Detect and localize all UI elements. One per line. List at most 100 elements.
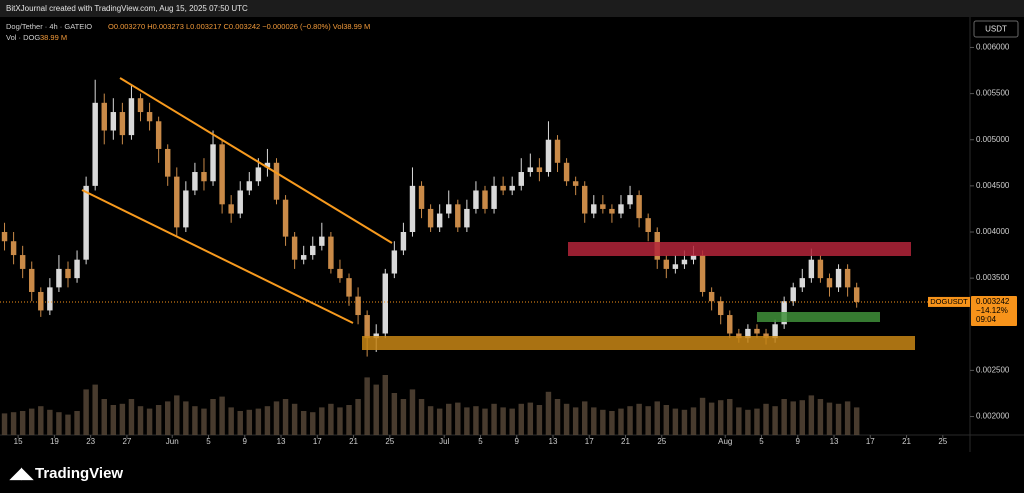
y-tick-label: 0.005000 [976,135,1010,144]
volume-bar [47,409,53,435]
candle-body [591,204,597,214]
top-bar [0,0,1024,17]
y-tick-label: 0.006000 [976,43,1010,52]
x-tick-label: 21 [349,437,358,446]
candle-body [282,199,289,237]
ohlc-legend: O0.003270 H0.003273 L0.003217 C0.003242 … [108,22,370,31]
volume-bar [527,402,534,435]
candle-body [346,278,352,297]
candle-body [672,264,679,269]
candle-body [47,287,53,311]
volume-bar [174,395,180,435]
volume-bar [763,403,769,435]
candle-body [119,112,126,136]
candle-body [518,172,524,186]
x-tick-label: 5 [206,437,211,446]
volume-bar [772,406,778,435]
candle-body [482,190,488,209]
volume-bar [554,399,561,435]
volume-bar [146,408,153,435]
volume-bar [273,401,280,435]
candle-body [636,195,642,219]
candle-body [364,315,370,339]
currency-box[interactable] [973,20,1019,38]
y-tick-label: 0.002500 [976,366,1010,375]
y-tick-label: 0.003500 [976,273,1010,282]
volume-bar [83,389,89,435]
volume-bar [754,408,760,435]
volume-bar [736,407,742,435]
volume-bar [38,406,44,435]
x-tick-label: 21 [902,437,911,446]
volume-bar [10,412,17,435]
volume-bar [183,401,189,435]
candle-body [645,218,651,232]
candle-body [337,268,343,279]
demand-zone [362,336,915,350]
x-tick-label: 9 [243,437,248,446]
volume-bar [246,409,253,435]
candle-body [255,167,262,182]
candle-body [554,139,561,163]
candle-body [572,181,579,186]
candle-body [473,190,479,209]
candle-body [237,190,243,214]
candle-body [609,208,615,214]
volume-bar [681,409,688,435]
x-tick-label: 5 [478,437,483,446]
volume-bar [446,403,452,435]
candle-body [29,268,35,292]
candle-body [192,172,198,191]
x-tick-label: Aug [718,437,732,446]
x-tick-label: 25 [657,437,666,446]
volume-bar [473,406,479,435]
x-tick-label: Jun [166,437,179,446]
candle-body [627,195,633,205]
candle-body [300,255,307,260]
volume-bar [627,406,633,435]
volume-bar [799,400,806,435]
x-tick-label: 13 [277,437,286,446]
volume-bar [491,403,497,435]
volume-bar [645,406,651,435]
volume-bar [373,384,379,435]
candle-body [754,328,760,334]
volume-bar [618,408,624,435]
price-tag-change: −14.12% [976,306,1008,315]
volume-bar [92,384,98,435]
volume-bar [781,399,787,435]
candle-body [455,204,461,228]
candle-body [717,301,724,316]
volume-bar [663,405,670,435]
candle-body [246,181,253,191]
candle-body [817,259,824,279]
candle-body [1,231,8,242]
volume-bar [164,401,171,435]
candle-body [663,259,670,269]
candle-body [319,236,325,246]
candle-body [328,236,334,269]
x-tick-label: 17 [866,437,875,446]
volume-bar [110,405,117,435]
volume-bar [101,399,107,435]
volume-bar [536,405,543,435]
y-tick-label: 0.005500 [976,89,1010,98]
volume-bar [210,399,216,435]
volume-bar [427,406,434,435]
volume-bar [310,412,316,435]
x-tick-label: 13 [549,437,558,446]
volume-bar [1,413,8,435]
volume-bar [808,395,815,435]
volume-bar [74,411,80,435]
candle-body [210,144,216,182]
volume-bar [727,399,733,435]
volume-bar [436,408,443,435]
y-tick-label: 0.004500 [976,181,1010,190]
x-tick-label: Jul [439,437,449,446]
price-tag-price: 0.003242 [976,297,1010,306]
symbol-tag [928,296,970,307]
candle-body [844,268,851,288]
x-tick-label: 15 [14,437,23,446]
volume-bar [600,409,606,435]
